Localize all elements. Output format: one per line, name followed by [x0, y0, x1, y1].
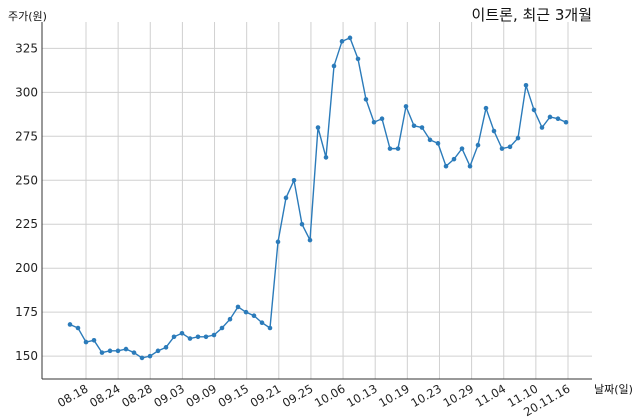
y-tick-label: 150 — [15, 349, 38, 363]
data-point — [115, 348, 121, 354]
data-point — [515, 135, 521, 141]
data-point — [419, 125, 425, 130]
data-point — [443, 163, 449, 169]
x-tick-label: 09.15 — [216, 381, 252, 410]
data-point — [147, 353, 153, 359]
y-tick-label: 200 — [15, 261, 38, 275]
data-point — [547, 114, 553, 120]
x-axis-label: 날짜(일) — [594, 383, 633, 396]
data-point — [499, 146, 505, 151]
data-point — [195, 334, 201, 340]
data-point — [355, 56, 361, 62]
x-tick-label: 10.06 — [312, 381, 348, 410]
data-point — [139, 355, 145, 361]
data-point — [163, 345, 169, 350]
x-tick-label: 09.21 — [248, 381, 284, 410]
data-point — [107, 348, 113, 354]
data-point — [307, 237, 313, 243]
y-tick-label: 175 — [15, 305, 38, 319]
data-point — [475, 142, 481, 148]
data-point — [211, 332, 217, 338]
x-tick-label: 08.28 — [119, 381, 155, 410]
data-point — [491, 128, 497, 134]
data-point — [267, 325, 273, 331]
data-point — [467, 163, 473, 169]
data-point — [235, 304, 241, 310]
data-point — [155, 348, 161, 354]
grid-layer — [42, 22, 592, 379]
x-tick-label: 11.04 — [473, 381, 509, 410]
data-point — [555, 116, 561, 122]
y-tick-label: 250 — [15, 173, 38, 187]
y-tick-label: 225 — [15, 217, 38, 231]
data-point — [75, 325, 81, 331]
price-line — [69, 36, 567, 359]
data-point — [291, 177, 297, 183]
data-point — [379, 116, 385, 122]
y-tick-label: 300 — [15, 85, 38, 99]
y-tick-label: 325 — [15, 41, 38, 55]
data-point — [131, 350, 137, 355]
data-point — [179, 330, 185, 336]
data-point — [187, 336, 193, 341]
data-point — [99, 350, 105, 355]
data-point — [315, 125, 321, 130]
x-tick-label: 10.19 — [376, 381, 412, 410]
data-point — [203, 334, 209, 340]
data-point — [531, 107, 537, 113]
axis-layer: 15017520022525027530032508.1808.2408.280… — [15, 22, 592, 419]
data-point — [451, 156, 457, 162]
data-point — [523, 83, 529, 88]
series-layer — [67, 35, 569, 361]
x-tick-label: 09.25 — [280, 381, 316, 410]
data-point — [243, 309, 249, 315]
x-tick-label: 08.18 — [55, 381, 91, 410]
data-point — [251, 313, 257, 318]
data-point — [363, 97, 369, 102]
data-point — [563, 119, 569, 125]
data-point — [459, 146, 465, 151]
data-point — [331, 63, 337, 69]
data-point — [403, 104, 409, 109]
data-point — [171, 334, 177, 340]
data-point — [219, 325, 225, 331]
x-tick-label: 09.03 — [151, 381, 187, 410]
data-point — [347, 35, 353, 41]
data-point — [259, 320, 265, 326]
y-tick-label: 275 — [15, 129, 38, 143]
chart-title: 이트론, 최근 3개월 — [471, 6, 592, 24]
x-tick-label: 10.29 — [441, 381, 477, 410]
data-point — [67, 322, 73, 327]
data-point — [411, 123, 417, 129]
data-point — [275, 239, 281, 245]
data-point — [323, 155, 329, 160]
data-point — [91, 338, 97, 343]
x-tick-label: 10.23 — [408, 381, 444, 410]
data-point — [123, 346, 129, 352]
data-point — [395, 146, 401, 151]
data-point — [539, 125, 545, 130]
x-tick-label: 09.09 — [184, 381, 220, 410]
data-point — [339, 39, 345, 44]
data-point — [83, 339, 89, 345]
x-tick-label: 08.24 — [87, 381, 123, 410]
data-point — [435, 141, 441, 146]
data-point — [371, 119, 377, 125]
data-point — [283, 195, 289, 201]
y-axis-label: 주가(원) — [8, 10, 47, 23]
data-point — [483, 105, 489, 111]
data-point — [387, 146, 393, 151]
data-point — [507, 144, 513, 150]
data-point — [299, 221, 305, 227]
x-tick-label: 10.13 — [344, 381, 380, 410]
data-point — [227, 316, 233, 322]
data-point — [427, 137, 433, 143]
